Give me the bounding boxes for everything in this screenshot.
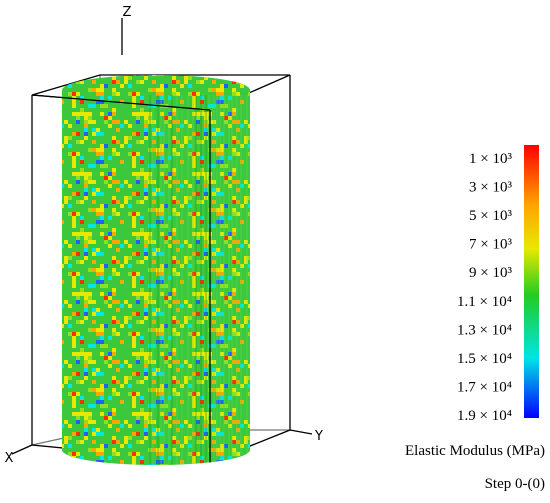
colorbar [524, 145, 539, 418]
cylinder [62, 75, 250, 465]
cylinder-texture [62, 75, 250, 465]
colorbar-label: 9 × 10³ [469, 265, 512, 281]
x-axis [11, 444, 33, 455]
colorbar-label: 1.5 × 10⁴ [457, 351, 512, 367]
z-label: Z [123, 5, 132, 20]
colorbar-label: 5 × 10³ [469, 208, 512, 224]
colorbar-title: Elastic Modulus (MPa) [405, 443, 545, 459]
y-label: Y [314, 429, 323, 444]
cylinder-stripes [149, 95, 248, 465]
colorbar-label: 3 × 10³ [469, 180, 512, 196]
x-label: X [5, 451, 14, 466]
step-label: Step 0-(0) [485, 476, 545, 492]
box-edge [31, 94, 211, 462]
colorbar-label: 1.9 × 10⁴ [457, 408, 512, 424]
colorbar-label: 1.1 × 10⁴ [457, 294, 512, 310]
colorbar-label: 7 × 10³ [469, 237, 512, 253]
colorbar-labels: 1 × 10³ 3 × 10³ 5 × 10³ 7 × 10³ 9 × 10³ 1.1 ×… [457, 151, 512, 424]
colorbar-label: 1 × 10³ [469, 151, 512, 167]
colorbar-label: 1.7 × 10⁴ [457, 379, 512, 395]
y-axis [289, 429, 313, 435]
colorbar-label: 1.3 × 10⁴ [457, 322, 512, 338]
